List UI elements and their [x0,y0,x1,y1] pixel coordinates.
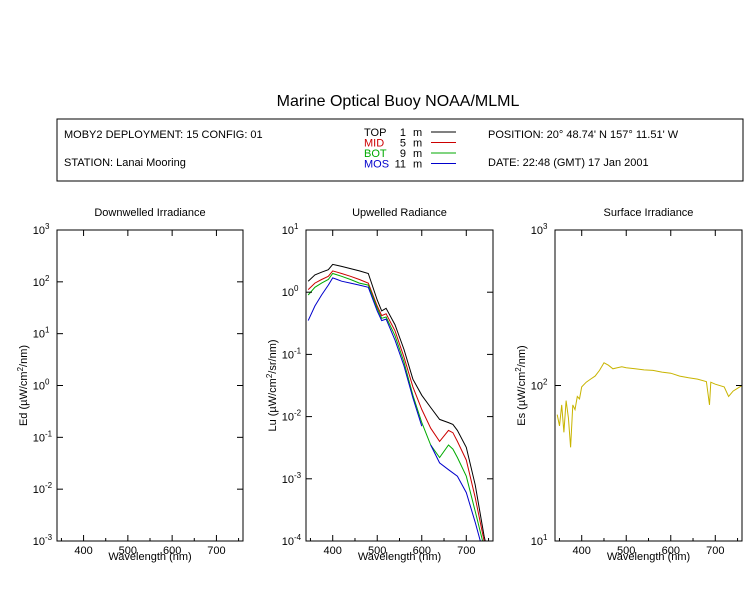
station-text: STATION: Lanai Mooring [64,157,186,169]
y-tick-label: 10 [33,484,45,496]
x-tick-label: 400 [573,545,591,557]
legend-unit: m [413,148,422,160]
x-axis-label: Wavelength (nm) [358,551,441,563]
x-tick-label: 600 [413,545,431,557]
y-tick-label: 10 [33,225,45,237]
y-tick-exponent: 3 [543,222,548,231]
x-axis-label: Wavelength (nm) [607,551,690,563]
y-tick-exponent: 1 [45,326,50,335]
legend-name-top: TOP [364,127,386,139]
y-tick-exponent: -2 [45,481,53,490]
series-line-top [307,263,486,541]
y-tick-exponent: 2 [45,274,50,283]
x-tick-label: 500 [368,545,386,557]
x-tick-label: 500 [617,545,635,557]
y-tick-label: 10 [282,474,294,486]
y-tick-exponent: -1 [294,346,302,355]
y-tick-exponent: -3 [294,471,302,480]
y-tick-label: 10 [282,412,294,424]
y-tick-label: 10 [531,225,543,237]
legend-unit: m [413,159,422,171]
y-tick-label: 10 [282,225,294,237]
legend-unit: m [413,127,422,139]
x-tick-label: 700 [706,545,724,557]
y-tick-exponent: 0 [45,378,50,387]
y-axis-label: Ed (µW/cm2/nm) [16,345,30,426]
y-tick-label: 10 [531,536,543,548]
y-axis-label: Lu (µW/cm2/sr/nm) [265,339,279,431]
info-header: MOBY2 DEPLOYMENT: 15 CONFIG: 01 STATION:… [56,118,744,182]
y-tick-label: 10 [282,349,294,361]
date-text: DATE: 22:48 (GMT) 17 Jan 2001 [488,157,649,169]
legend-name-mos: MOS [364,159,389,171]
y-tick-label: 10 [282,536,294,548]
panel-title: Surface Irradiance [604,207,694,219]
y-axis-label: Es (µW/cm2/nm) [514,345,528,425]
series-line-mos [307,277,481,541]
legend-name-mid: MID [364,138,384,150]
y-tick-exponent: 1 [543,533,548,542]
y-tick-exponent: 0 [294,284,299,293]
legend-depth: 1 [400,127,406,139]
y-tick-exponent: -4 [294,533,302,542]
y-tick-exponent: -1 [45,429,53,438]
y-tick-label: 10 [33,329,45,341]
figure-title: Marine Optical Buoy NOAA/MLML [277,93,520,110]
y-tick-label: 10 [33,536,45,548]
legend-depth: 5 [400,138,406,150]
legend-depth: 9 [400,148,406,160]
y-tick-exponent: 3 [45,222,50,231]
series-line-es [556,362,742,448]
y-tick-exponent: 2 [543,378,548,387]
y-tick-label: 10 [33,432,45,444]
series-line-mid [307,270,485,541]
y-tick-exponent: -3 [45,533,53,542]
panel-title: Upwelled Radiance [352,207,447,219]
y-tick-exponent: -2 [294,409,302,418]
panel-title: Downwelled Irradiance [94,207,205,219]
y-tick-label: 10 [282,287,294,299]
y-tick-label: 10 [33,277,45,289]
x-tick-label: 400 [324,545,342,557]
legend-name-bot: BOT [364,148,387,160]
x-tick-label: 600 [163,545,181,557]
x-tick-label: 700 [457,545,475,557]
x-tick-label: 700 [207,545,225,557]
y-tick-exponent: 1 [294,222,299,231]
x-tick-label: 500 [119,545,137,557]
x-tick-label: 600 [662,545,680,557]
x-axis-label: Wavelength (nm) [108,551,191,563]
y-tick-label: 10 [531,381,543,393]
series-line-bot [307,272,484,541]
legend-depth: 11 [395,159,406,171]
x-tick-label: 400 [74,545,92,557]
position-text: POSITION: 20° 48.74' N 157° 11.51' W [488,129,679,141]
deployment-text: MOBY2 DEPLOYMENT: 15 CONFIG: 01 [64,129,263,141]
legend-unit: m [413,138,422,150]
y-tick-label: 10 [33,381,45,393]
